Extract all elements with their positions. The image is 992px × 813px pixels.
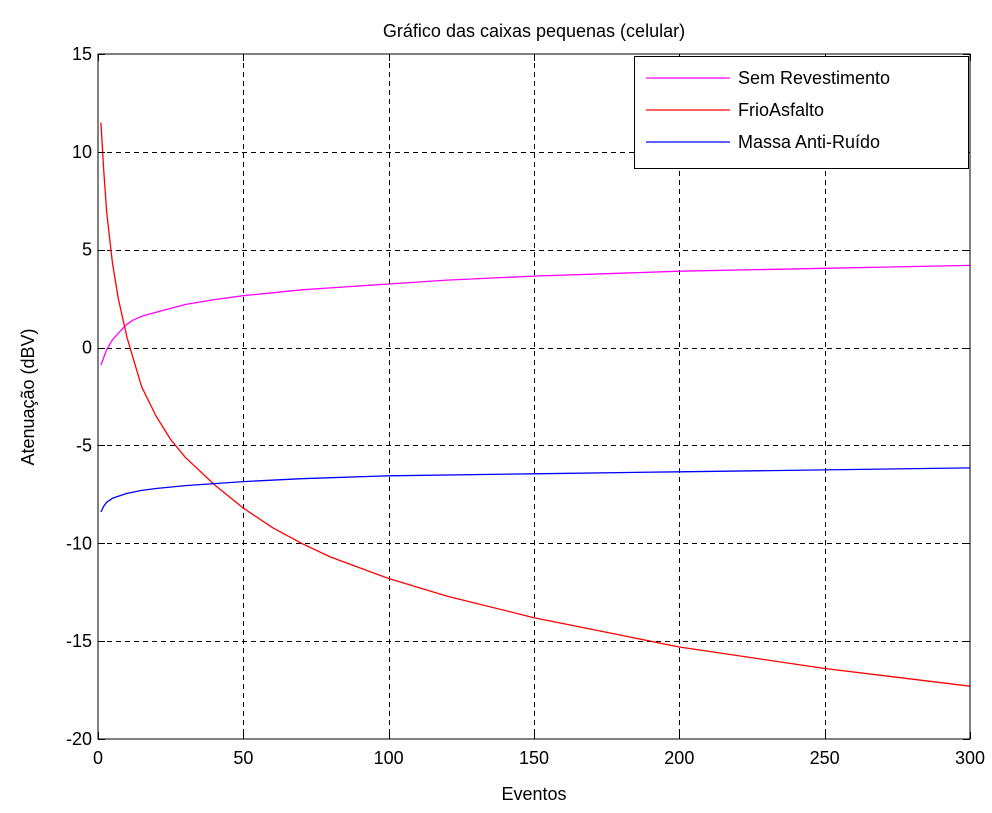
legend-label-2: Massa Anti-Ruído [738, 132, 880, 152]
y-tick-label: 10 [72, 142, 92, 162]
x-tick-label: 150 [519, 748, 549, 768]
x-tick-label: 50 [233, 748, 253, 768]
y-tick-label: -10 [66, 533, 92, 553]
x-tick-label: 100 [374, 748, 404, 768]
legend: Sem Revestimento FrioAsfalto Massa Anti-Ru… [634, 56, 969, 169]
x-tick-label: 200 [664, 748, 694, 768]
axis-ticks: 0 50 100 150 200 250 300 -20 -15 -10 -5 0 5 10 15 [66, 44, 985, 768]
chart-title: Gráfico das caixas pequenas (celular) [383, 21, 685, 41]
x-axis-label: Eventos [501, 784, 566, 804]
series-line-2 [100, 467, 971, 513]
y-tick-label: 5 [82, 240, 92, 260]
series-line-1 [100, 122, 971, 687]
legend-label-1: FrioAsfalto [738, 100, 824, 120]
legend-label-0: Sem Revestimento [738, 68, 890, 88]
x-tick-label: 0 [93, 748, 103, 768]
y-tick-label: -15 [66, 631, 92, 651]
series-layer [100, 122, 971, 687]
y-tick-label: 15 [72, 44, 92, 64]
y-tick-label: 0 [82, 338, 92, 358]
y-tick-label: -5 [76, 435, 92, 455]
y-axis-label: Atenuação (dBV) [18, 328, 38, 465]
x-tick-label: 300 [955, 748, 985, 768]
grid [98, 54, 970, 739]
series-line-0 [100, 264, 971, 366]
x-tick-label: 250 [810, 748, 840, 768]
y-tick-label: -20 [66, 729, 92, 749]
legend-box [634, 56, 969, 169]
